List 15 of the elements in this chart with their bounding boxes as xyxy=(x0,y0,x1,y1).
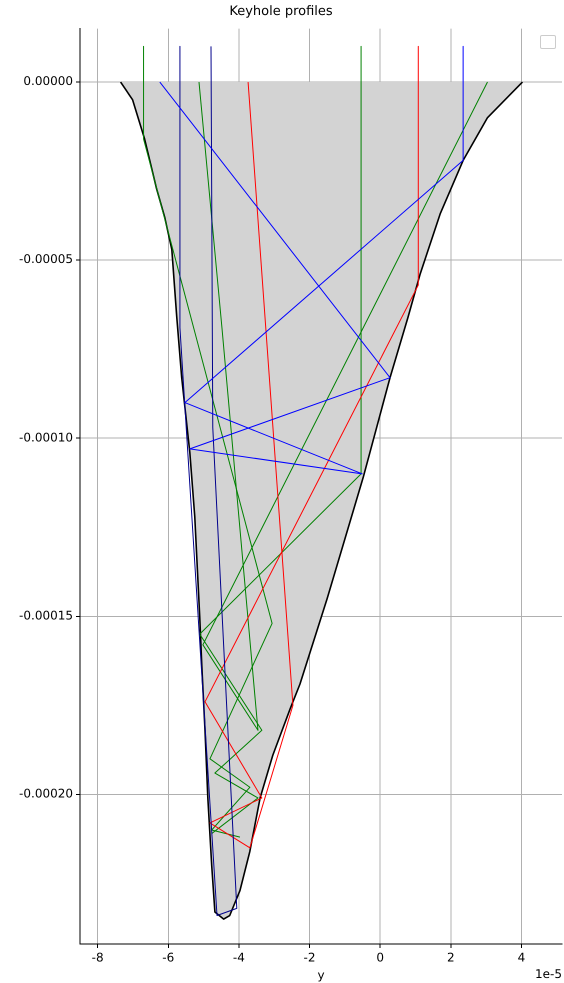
y-tick-label: -0.00005 xyxy=(19,252,73,266)
y-tick-label: 0.00000 xyxy=(23,74,73,88)
y-tick-label: -0.00010 xyxy=(19,430,73,444)
x-axis-title: y xyxy=(317,968,325,982)
x-tick-label: -2 xyxy=(304,950,316,964)
x-tick-label: 0 xyxy=(376,950,384,964)
x-tick-label: 4 xyxy=(518,950,526,964)
y-tick-label: -0.00015 xyxy=(19,608,73,622)
y-tick-label: -0.00020 xyxy=(19,786,73,801)
x-tick-label: -4 xyxy=(232,950,245,964)
chart-title: Keyhole profiles xyxy=(229,4,333,20)
x-tick-label: -6 xyxy=(162,950,174,964)
text: 1e-5 xyxy=(535,967,562,982)
x-tick-label: -8 xyxy=(92,950,104,964)
x-tick-label: 2 xyxy=(446,950,455,964)
